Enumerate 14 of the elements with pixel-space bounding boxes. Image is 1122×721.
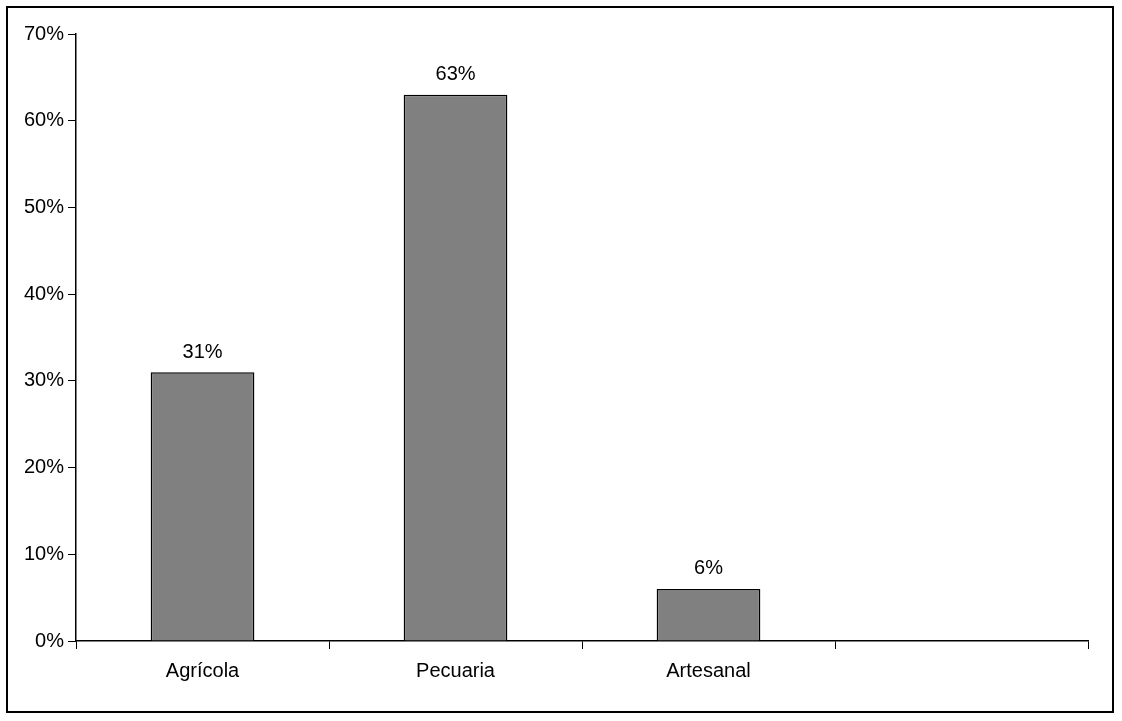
x-tick-label: Agrícola <box>165 658 241 681</box>
data-label: 31% <box>182 339 223 362</box>
y-tick-label: 30% <box>24 368 65 391</box>
y-tick-label: 50% <box>24 194 65 217</box>
y-tick-label: 60% <box>24 108 65 131</box>
y-tick-label: 10% <box>24 541 65 564</box>
x-tick-label: Artesanal <box>666 658 751 681</box>
data-label: 6% <box>694 556 724 579</box>
x-tick-label: Pecuaria <box>416 658 496 681</box>
y-tick-label: 40% <box>24 281 65 304</box>
y-tick-label: 70% <box>24 21 65 44</box>
data-label: 63% <box>435 62 476 85</box>
y-tick-label: 0% <box>35 628 65 651</box>
y-tick-label: 20% <box>24 455 65 478</box>
